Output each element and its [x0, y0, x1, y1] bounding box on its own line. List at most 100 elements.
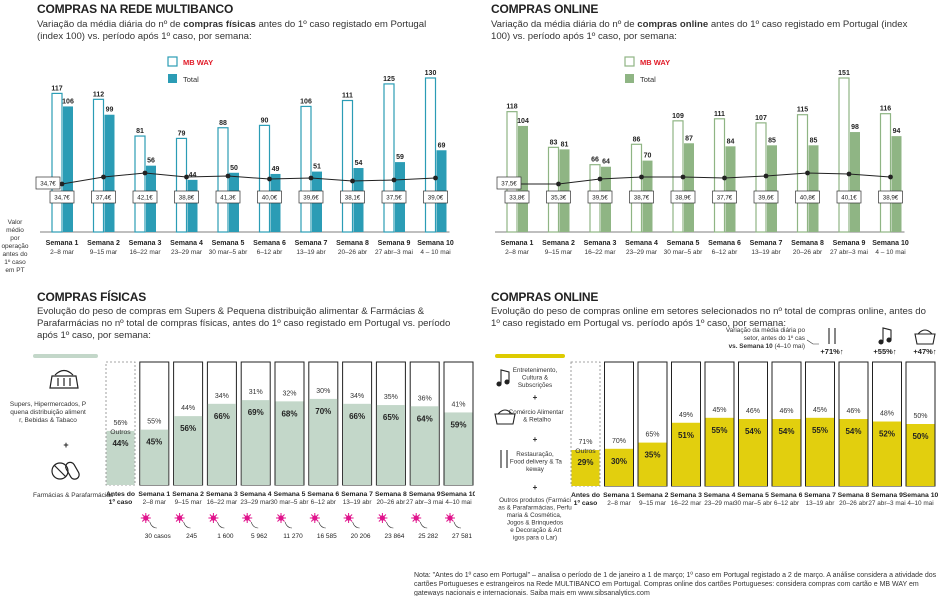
price-label: 42,1€ [137, 195, 153, 202]
tick-date: 27 abr–3 mai [406, 499, 443, 506]
label-mbway: 90 [261, 117, 269, 124]
price-box [878, 190, 903, 204]
price-point [556, 181, 561, 187]
label-mbway: 83 [550, 139, 558, 146]
pills-icon [51, 461, 80, 480]
tick-date: 2–8 mar [143, 499, 167, 506]
bar-sector [571, 450, 600, 486]
tick-week: Semana 8 [838, 492, 870, 499]
tick-date: 20–26 abr [793, 249, 823, 256]
tick-date: 13–19 abr [343, 499, 373, 506]
tick-date: 6–12 abr [257, 249, 283, 256]
tick-date: 9–15 mar [90, 249, 118, 256]
label-other: 45% [712, 407, 726, 414]
price-label: 40,1€ [841, 195, 857, 202]
bar-total [63, 106, 73, 232]
virus-icon [309, 513, 320, 523]
label-sector: 44% [112, 439, 128, 448]
price-point [805, 170, 810, 176]
tick-week: Semana 5 [737, 492, 769, 499]
case-arrow [419, 521, 428, 529]
virus-icon [208, 513, 219, 523]
label-other: 71% [578, 439, 592, 446]
price-box [381, 190, 407, 204]
label-other: 48% [880, 411, 894, 418]
bar-sector [343, 403, 372, 485]
label-mbway: 107 [755, 115, 767, 122]
tick-date: 20–26 abr [377, 499, 407, 506]
price-label: 38,1€ [345, 195, 361, 202]
tick-date: 4 – 10 mai [420, 249, 450, 256]
bar-mbway [383, 83, 395, 233]
tick-week: Semana 9 [378, 240, 411, 247]
label-total: 98 [851, 124, 859, 131]
label-sector: 56% [180, 424, 196, 433]
category-divider [495, 354, 565, 358]
tick-date: 2–8 mar [50, 249, 75, 256]
music-icon [496, 369, 510, 387]
price-label: 39,0€ [428, 195, 444, 202]
price-box [298, 190, 324, 204]
label-mbway: 130 [425, 70, 437, 77]
tick-date: 4 – 10 mai [875, 249, 905, 256]
case-count: 11 270 [283, 533, 303, 540]
price-label: 39,5€ [592, 195, 608, 202]
label-other: 36% [418, 395, 432, 402]
tick-week: Semana 10 [903, 492, 939, 499]
tick-week: Semana 4 [704, 492, 736, 499]
price-point [680, 174, 686, 180]
category-4-label: Outros produtos (Farmáci as & Parafarmáci… [498, 497, 572, 542]
price-label: 41,3€ [220, 195, 236, 202]
price-line [58, 172, 436, 185]
footnote: Nota: "Antes do 1º caso em Portugal" – a… [414, 572, 937, 596]
label-mbway: 115 [797, 107, 808, 114]
tick-date: 6–12 abr [712, 249, 738, 256]
tick-date: 23–29 mar [240, 499, 271, 506]
tick-date: 30 mar–5 abr [664, 249, 703, 256]
tick-week-2: 1º caso [574, 500, 598, 507]
br-subtitle: Evolução do peso de compras online em se… [491, 306, 926, 329]
price-point [888, 174, 893, 180]
label-total: 99 [106, 107, 114, 114]
tick-date: 4–10 mai [445, 499, 471, 506]
label-sector: 66% [214, 412, 230, 421]
bar-sector [605, 448, 633, 486]
tick-week: Semana 1 [46, 240, 79, 247]
case-arrow [217, 521, 225, 529]
legend-total-label: Total [640, 75, 656, 84]
plus-sign: + [63, 440, 68, 450]
tick-date: 9–15 mar [545, 249, 573, 256]
price-box [174, 190, 199, 204]
label-total: 81 [561, 141, 569, 148]
price-box [587, 190, 613, 204]
label-total: 44 [189, 172, 197, 179]
tick-week: Semana 5 [212, 240, 245, 247]
label-sector: 54% [745, 427, 761, 436]
bar-sector [309, 398, 338, 485]
price-box [132, 190, 158, 204]
label-mbway: 88 [219, 120, 227, 127]
tick-week: Semana 10 [872, 240, 909, 247]
price-label: 38,9€ [883, 195, 899, 202]
price-label: 40,8€ [800, 195, 816, 202]
tick-date: 2–8 mar [607, 500, 631, 507]
label-total: 50 [230, 165, 238, 172]
price-point [722, 175, 727, 181]
case-arrow [149, 521, 157, 529]
tick-week: Semana 8 [791, 240, 824, 247]
label-outros: Outros [110, 429, 131, 436]
label-total: 64 [602, 159, 610, 166]
label-other: 35% [384, 394, 398, 401]
tick-week: Semana 3 [670, 492, 702, 499]
label-sector: 55% [812, 426, 828, 435]
label-other: 46% [746, 408, 760, 415]
label-other: 65% [645, 432, 659, 439]
label-sector: 52% [879, 430, 895, 439]
tick-date: 23–29 mar [171, 249, 203, 256]
tick-date: 27 abr–3 mai [375, 249, 413, 256]
case-arrow [453, 521, 462, 529]
label-total: 85 [810, 137, 818, 144]
virus-icon [411, 513, 422, 523]
